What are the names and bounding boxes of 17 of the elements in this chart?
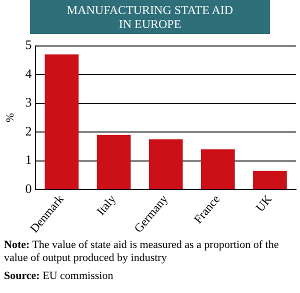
y-tick-label: 0 [25, 180, 32, 196]
x-tick-label: Italy [94, 192, 119, 218]
bar [253, 170, 287, 190]
text: Note: The value of state aid is measured as a proportion of the value of output produced by industry [4, 239, 280, 265]
x-tick-label: UK [252, 192, 275, 214]
y-tick-label: 5 [25, 37, 32, 52]
bar [96, 134, 131, 190]
bar [200, 149, 235, 190]
y-tick-label: 4 [25, 66, 32, 81]
y-tick-label: 3 [25, 94, 32, 110]
y-tick-label: 1 [25, 152, 32, 168]
bar [44, 54, 79, 190]
chart-title: MANUFACTURING STATE AID IN EUROPE [30, 0, 270, 34]
source-note: Source: EU commission [4, 270, 114, 283]
y-axis-title: % [4, 113, 16, 122]
y-tick-label: 2 [25, 123, 32, 138]
bar [148, 139, 183, 190]
